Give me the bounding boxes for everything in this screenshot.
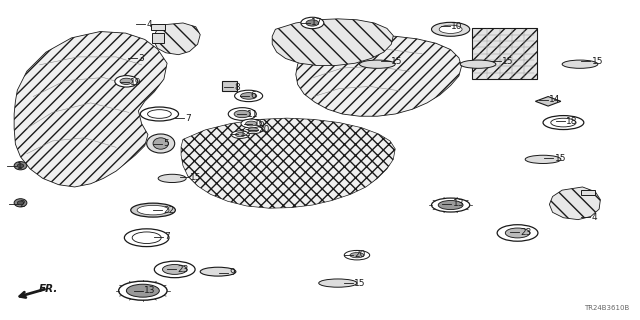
Text: 11: 11	[247, 109, 259, 118]
Text: 13: 13	[144, 286, 156, 295]
Ellipse shape	[200, 267, 236, 276]
Ellipse shape	[460, 60, 496, 68]
Ellipse shape	[248, 128, 259, 132]
Text: 15: 15	[355, 279, 366, 288]
Ellipse shape	[126, 284, 159, 297]
Text: 3: 3	[138, 54, 144, 63]
Polygon shape	[154, 23, 200, 55]
Text: 5: 5	[163, 139, 169, 148]
Text: 1: 1	[17, 162, 23, 171]
Ellipse shape	[236, 132, 245, 137]
Ellipse shape	[344, 251, 370, 260]
Text: 10: 10	[451, 22, 463, 31]
Polygon shape	[181, 118, 395, 208]
Text: 17: 17	[311, 19, 323, 28]
Ellipse shape	[228, 108, 256, 120]
Bar	[580, 189, 595, 195]
Text: 13: 13	[452, 199, 464, 208]
Text: TR24B3610B: TR24B3610B	[584, 305, 629, 311]
Polygon shape	[472, 28, 537, 79]
Ellipse shape	[120, 78, 132, 84]
Text: 12: 12	[240, 130, 251, 139]
Text: 14: 14	[549, 95, 561, 104]
Ellipse shape	[147, 134, 175, 153]
Polygon shape	[272, 19, 394, 66]
Ellipse shape	[14, 162, 27, 170]
Text: 20: 20	[355, 250, 366, 259]
Polygon shape	[536, 97, 561, 106]
Text: 20: 20	[259, 125, 270, 134]
Ellipse shape	[235, 90, 262, 102]
Polygon shape	[549, 187, 600, 220]
Text: 4: 4	[147, 20, 152, 29]
Text: 16: 16	[253, 119, 265, 128]
Ellipse shape	[431, 198, 470, 212]
Ellipse shape	[131, 203, 175, 217]
Text: 15: 15	[554, 154, 566, 163]
Text: 23: 23	[520, 228, 531, 237]
Ellipse shape	[140, 107, 179, 121]
Text: 19: 19	[130, 78, 141, 87]
Ellipse shape	[163, 265, 187, 274]
Ellipse shape	[438, 201, 463, 210]
Ellipse shape	[246, 121, 257, 126]
Text: 15: 15	[502, 57, 514, 66]
Ellipse shape	[241, 92, 257, 99]
Ellipse shape	[244, 126, 262, 134]
Ellipse shape	[525, 155, 561, 164]
Ellipse shape	[562, 60, 598, 68]
Ellipse shape	[234, 110, 250, 118]
Polygon shape	[14, 32, 167, 187]
Text: 22: 22	[163, 206, 175, 215]
Text: 15: 15	[190, 173, 202, 182]
Ellipse shape	[497, 225, 538, 241]
Text: 8: 8	[235, 83, 241, 92]
Text: FR.: FR.	[38, 284, 58, 294]
Ellipse shape	[154, 261, 195, 278]
Ellipse shape	[506, 228, 530, 238]
Ellipse shape	[158, 174, 186, 182]
Ellipse shape	[137, 205, 169, 215]
Ellipse shape	[232, 131, 249, 139]
Text: 9: 9	[230, 268, 236, 277]
Bar	[221, 81, 237, 92]
Ellipse shape	[124, 229, 169, 247]
Ellipse shape	[306, 20, 319, 26]
Ellipse shape	[132, 232, 161, 244]
Ellipse shape	[241, 119, 261, 128]
Text: 7: 7	[185, 114, 191, 123]
Ellipse shape	[301, 17, 324, 29]
Ellipse shape	[148, 110, 172, 118]
Ellipse shape	[153, 138, 168, 149]
Text: 6: 6	[250, 92, 256, 100]
Text: 23: 23	[177, 265, 189, 274]
Ellipse shape	[17, 164, 24, 168]
Ellipse shape	[14, 199, 27, 207]
Ellipse shape	[350, 252, 364, 258]
Ellipse shape	[543, 116, 584, 130]
Text: 2: 2	[19, 200, 25, 209]
Bar	[151, 24, 165, 30]
Bar	[152, 33, 164, 43]
Ellipse shape	[360, 60, 395, 68]
Ellipse shape	[439, 25, 462, 33]
Text: 15: 15	[392, 57, 403, 66]
Polygon shape	[296, 36, 461, 116]
Ellipse shape	[118, 281, 167, 300]
Ellipse shape	[17, 201, 24, 205]
Text: 18: 18	[566, 117, 577, 126]
Text: 7: 7	[164, 232, 170, 241]
Ellipse shape	[551, 118, 576, 127]
Text: 15: 15	[591, 57, 603, 66]
Ellipse shape	[115, 76, 138, 87]
Ellipse shape	[431, 22, 470, 36]
Text: 4: 4	[591, 212, 597, 221]
Ellipse shape	[319, 279, 357, 287]
